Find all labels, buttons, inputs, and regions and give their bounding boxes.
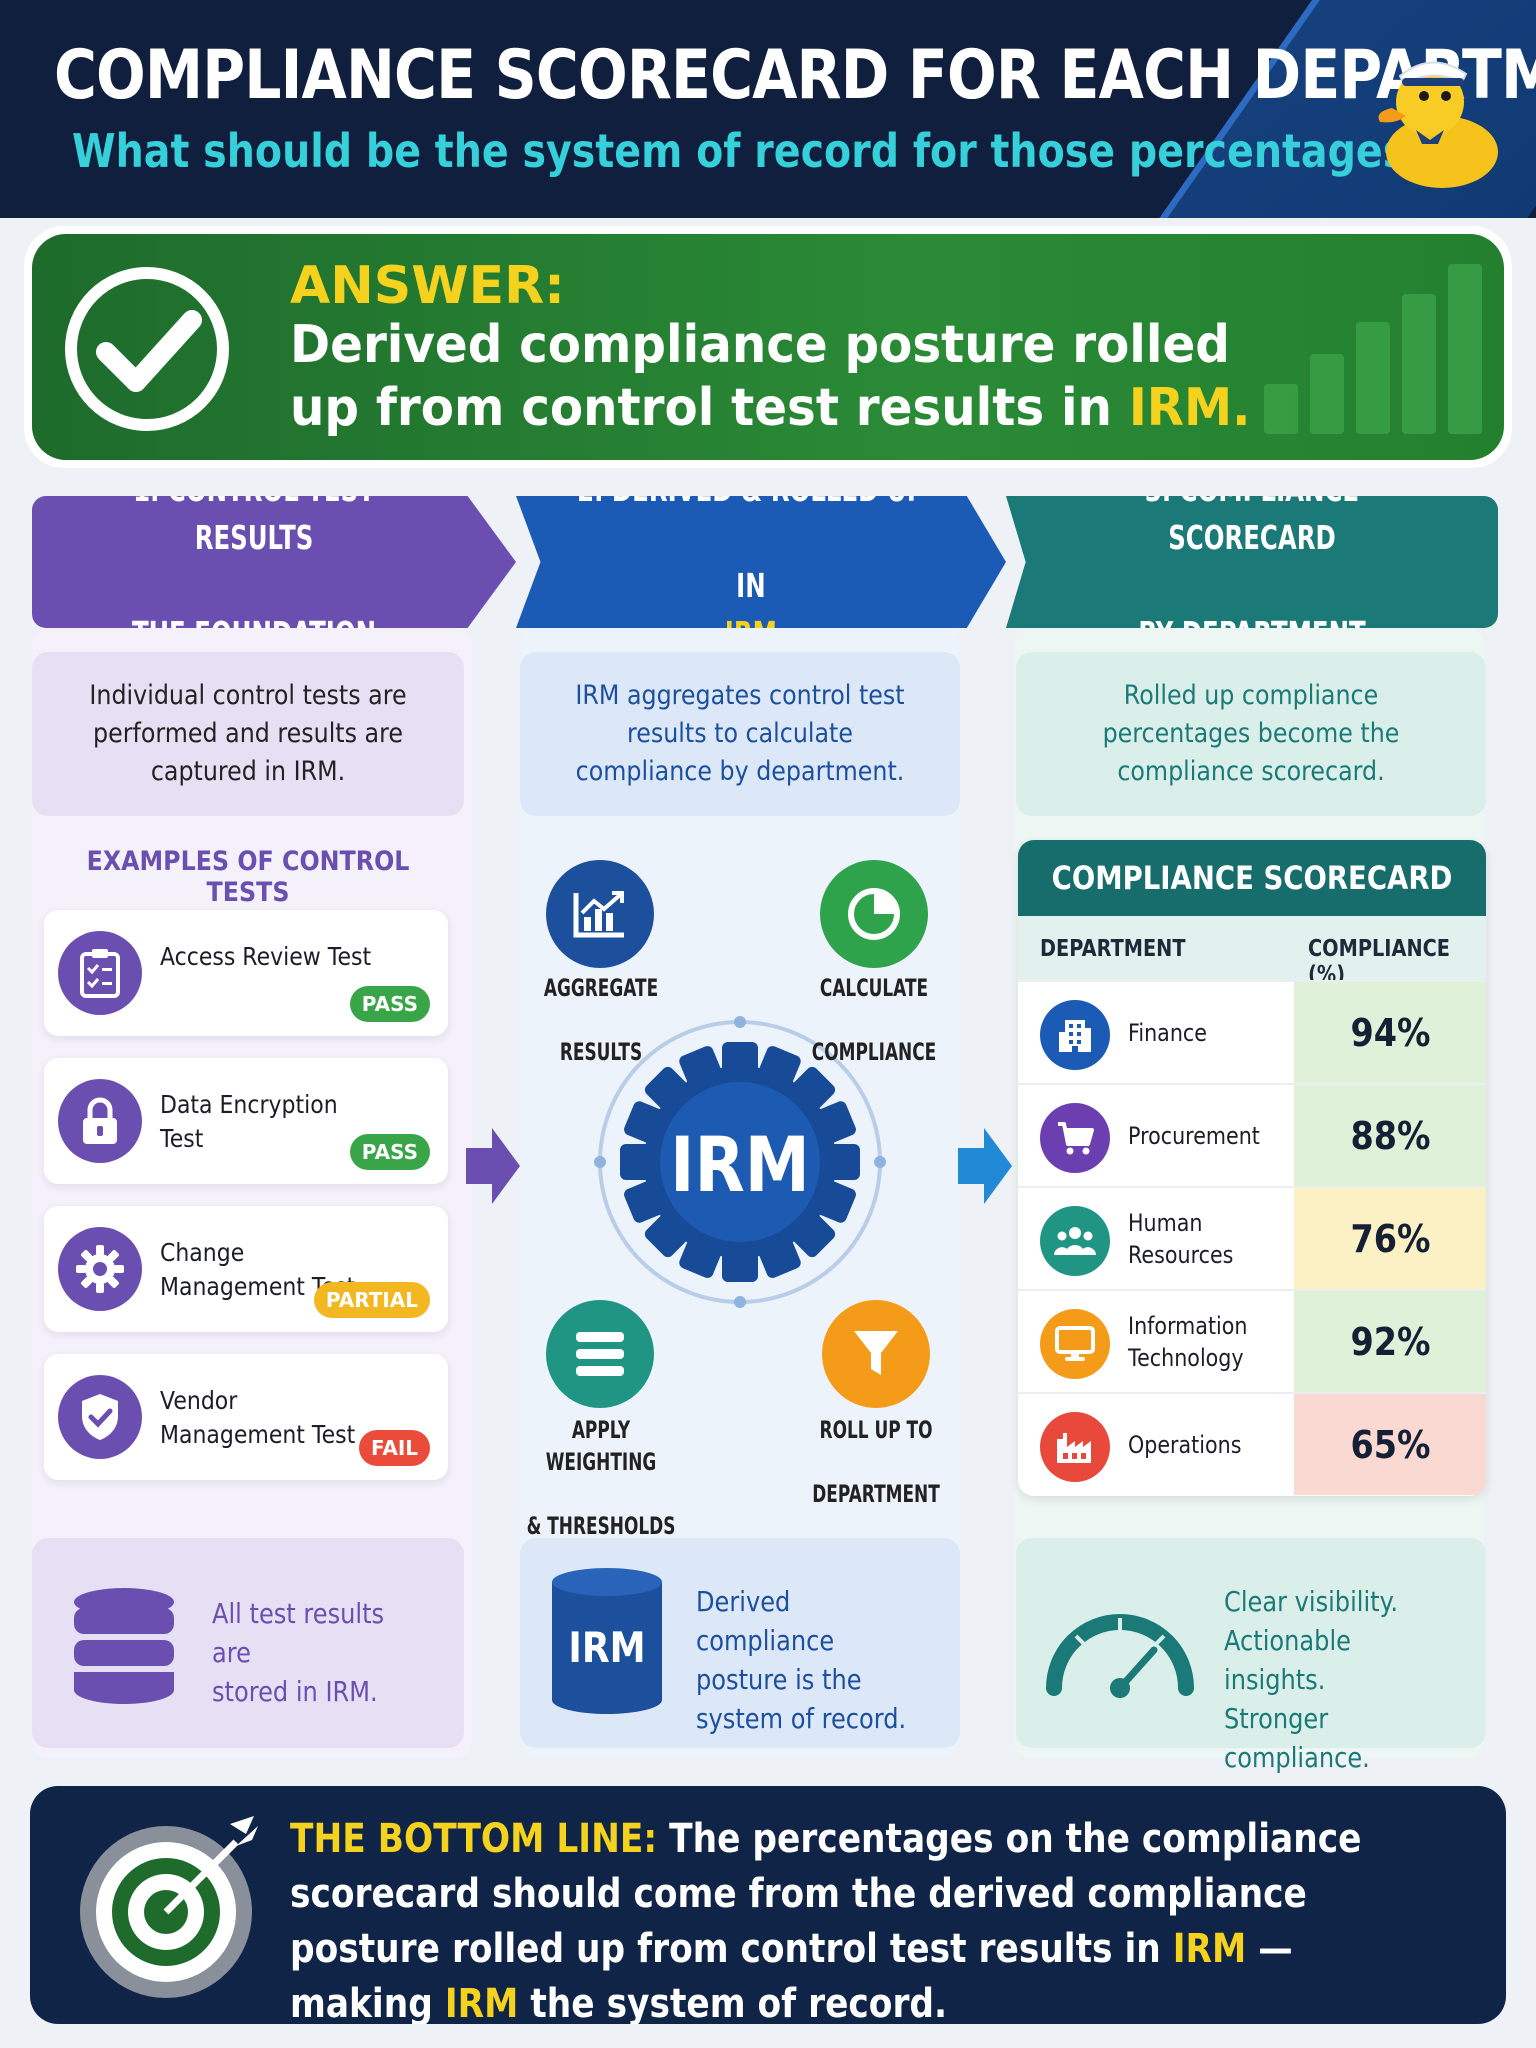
list-icon bbox=[546, 1300, 654, 1408]
table-row: Procurement 88% bbox=[1018, 1083, 1486, 1186]
step-1-description: Individual control tests are performed a… bbox=[32, 652, 464, 816]
department-name: Information Technology bbox=[1128, 1311, 1248, 1372]
info-text-system-of-record: Derived compliance posture is the system… bbox=[696, 1585, 907, 1735]
people-group-icon bbox=[1040, 1206, 1110, 1276]
header-banner: COMPLIANCE SCORECARD FOR EACH DEPARTMENT… bbox=[0, 0, 1536, 218]
answer-label: ANSWER: bbox=[290, 256, 565, 316]
test-name: Change Management Test bbox=[160, 1238, 356, 1301]
apply-weighting-label: APPLY WEIGHTING & THRESHOLDS bbox=[526, 1416, 676, 1540]
compliance-value: 65% bbox=[1294, 1394, 1486, 1495]
department-name: Procurement bbox=[1128, 1121, 1260, 1150]
pie-chart-icon bbox=[820, 860, 928, 968]
test-name: Access Review Test bbox=[160, 942, 372, 971]
examples-title: EXAMPLES OF CONTROL TESTS bbox=[86, 846, 410, 908]
calculate-compliance-label: CALCULATE COMPLIANCE bbox=[811, 974, 937, 1066]
info-text-visibility: Clear visibility. Actionable insights. S… bbox=[1224, 1585, 1399, 1774]
test-card-access-review: Access Review Test PASS bbox=[44, 910, 448, 1036]
irm-database-icon: IRM bbox=[552, 1568, 662, 1714]
gear-icon bbox=[58, 1227, 142, 1311]
sailor-duck-icon bbox=[1378, 61, 1498, 188]
page-title: COMPLIANCE SCORECARD FOR EACH DEPARTMENT bbox=[54, 36, 1536, 115]
factory-icon bbox=[1040, 1412, 1110, 1482]
irm-gear-label: IRM bbox=[670, 1120, 810, 1209]
building-icon bbox=[1040, 1000, 1110, 1070]
table-row: Human Resources 76% bbox=[1018, 1186, 1486, 1289]
status-badge: PARTIAL bbox=[313, 1282, 430, 1318]
monitor-icon bbox=[1040, 1309, 1110, 1379]
test-card-data-encryption: Data Encryption Test PASS bbox=[44, 1058, 448, 1184]
bottom-line-banner: THE BOTTOM LINE: The percentages on the … bbox=[30, 1786, 1506, 2024]
compliance-scorecard-table: COMPLIANCE SCORECARD DEPARTMENT COMPLIAN… bbox=[1018, 840, 1486, 1496]
bar-chart-decor-icon bbox=[1264, 264, 1484, 434]
table-row: Operations 65% bbox=[1018, 1392, 1486, 1495]
test-card-change-management: Change Management Test PARTIAL bbox=[44, 1206, 448, 1332]
step-3-header: 3. COMPLIANCE SCORECARDBY DEPARTMENT bbox=[1006, 496, 1498, 628]
department-name: Operations bbox=[1128, 1430, 1242, 1459]
column-header-department: DEPARTMENT bbox=[1040, 936, 1186, 962]
funnel-icon bbox=[822, 1300, 930, 1408]
irm-gear-icon bbox=[620, 1042, 860, 1282]
scorecard-title: COMPLIANCE SCORECARD bbox=[1018, 840, 1486, 916]
checkmark-circle-icon bbox=[65, 267, 229, 431]
compliance-value: 88% bbox=[1294, 1085, 1486, 1186]
step-3-description: Rolled up compliance percentages become … bbox=[1016, 652, 1486, 816]
department-name: Finance bbox=[1128, 1018, 1207, 1047]
shopping-cart-icon bbox=[1040, 1103, 1110, 1173]
target-arrow-icon bbox=[80, 1816, 258, 1998]
lock-icon bbox=[58, 1079, 142, 1163]
info-card-system-of-record: IRM Derived compliance posture is the sy… bbox=[520, 1538, 960, 1748]
answer-banner: ANSWER: Derived compliance posture rolle… bbox=[24, 226, 1512, 468]
table-row: Information Technology 92% bbox=[1018, 1289, 1486, 1392]
irm-database-label: IRM bbox=[568, 1624, 645, 1672]
answer-text: Derived compliance posture rolled up fro… bbox=[290, 315, 1251, 438]
step-1-header: 1. CONTROL TEST RESULTSTHE FOUNDATION bbox=[32, 496, 516, 628]
arrow-right-icon bbox=[466, 1128, 520, 1204]
status-badge: FAIL bbox=[358, 1430, 430, 1466]
test-name: Vendor Management Test bbox=[160, 1386, 356, 1449]
roll-up-label: ROLL UP TO DEPARTMENT bbox=[812, 1416, 940, 1508]
test-name: Data Encryption Test bbox=[160, 1090, 338, 1153]
page-subtitle: What should be the system of record for … bbox=[72, 124, 1430, 178]
database-icon bbox=[74, 1588, 174, 1704]
info-card-storage: All test results are stored in IRM. bbox=[32, 1538, 464, 1748]
shield-check-icon bbox=[58, 1375, 142, 1459]
bottom-line-text: THE BOTTOM LINE: The percentages on the … bbox=[290, 1816, 1362, 2024]
step-2-description: IRM aggregates control test results to c… bbox=[520, 652, 960, 816]
info-card-visibility: Clear visibility. Actionable insights. S… bbox=[1016, 1538, 1486, 1774]
arrow-right-icon bbox=[958, 1128, 1012, 1204]
clipboard-checklist-icon bbox=[58, 931, 142, 1015]
aggregate-results-label: AGGREGATE RESULTS bbox=[543, 974, 659, 1066]
info-text-storage: All test results are stored in IRM. bbox=[212, 1597, 385, 1708]
gauge-icon bbox=[1046, 1614, 1194, 1698]
compliance-value: 92% bbox=[1294, 1291, 1486, 1392]
compliance-value: 94% bbox=[1294, 982, 1486, 1083]
test-card-vendor-management: Vendor Management Test FAIL bbox=[44, 1354, 448, 1480]
table-row: Finance 94% bbox=[1018, 980, 1486, 1083]
table-header: DEPARTMENT COMPLIANCE (%) bbox=[1018, 916, 1486, 988]
department-name: Human Resources bbox=[1128, 1208, 1234, 1269]
compliance-value: 76% bbox=[1294, 1188, 1486, 1289]
status-badge: PASS bbox=[349, 986, 430, 1022]
chart-growth-icon bbox=[546, 860, 654, 968]
status-badge: PASS bbox=[349, 1134, 430, 1170]
process-cycle-ring bbox=[594, 1016, 886, 1308]
